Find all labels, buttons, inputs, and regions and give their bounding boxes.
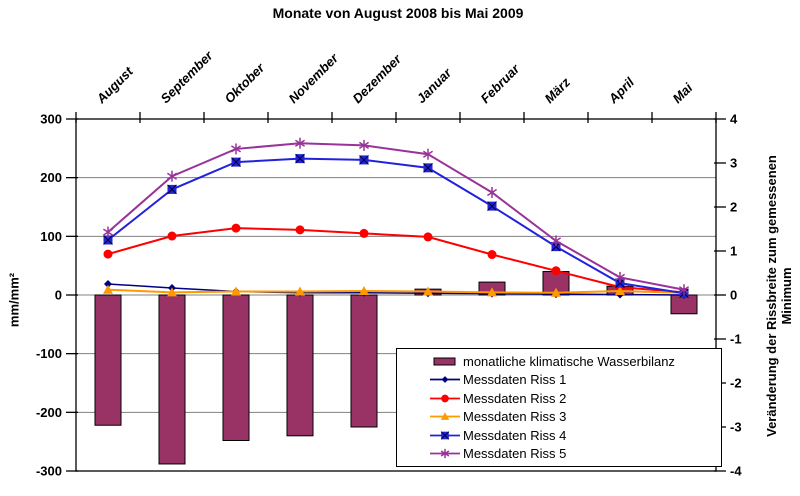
right-axis-tick-label: -3 [730,420,742,435]
series-line-riss-4 [107,157,685,295]
month-label: September [158,47,217,106]
asterisk-marker [358,139,370,151]
month-label: August [93,63,136,106]
circle-marker [103,249,113,259]
month-label: Dezember [350,51,405,106]
triangle-marker [295,286,305,296]
month-label: März [542,74,574,106]
triangle-marker [103,284,113,294]
legend-line-swatch-icon [430,449,460,459]
square-x-marker [423,162,433,173]
circle-marker [231,223,241,233]
legend-line-swatch-icon [430,376,460,384]
legend-item: Messdaten Riss 3 [427,409,719,424]
month-label: Mai [670,80,696,106]
right-axis-tick-label: -4 [730,464,742,479]
square-x-marker [487,201,497,211]
square-x-marker [440,431,450,440]
asterisk-marker [422,148,434,160]
month-label: Februar [478,61,523,106]
triangle-marker [487,287,497,297]
asterisk-marker [486,186,498,198]
legend-label: Messdaten Riss 1 [463,372,567,388]
legend-label: Messdaten Riss 3 [463,409,567,425]
series-line-riss-5 [107,142,685,291]
legend-item: Messdaten Riss 5 [427,446,719,461]
asterisk-marker [440,449,450,459]
triangle-marker [231,286,241,296]
month-label: Oktober [222,60,269,107]
left-axis-tick-label: 0 [55,288,62,303]
right-axis-tick-label: -1 [730,332,742,347]
legend-item: Messdaten Riss 2 [427,391,719,406]
square-x-marker [167,184,177,195]
month-label: April [605,74,638,107]
asterisk-marker [294,137,306,149]
legend-label: Messdaten Riss 2 [463,390,567,406]
right-axis-tick-label: 4 [730,112,738,127]
circle-marker [295,225,305,235]
legend-line-swatch-icon [430,412,460,421]
triangle-marker [167,287,177,297]
circle-marker [423,232,433,242]
legend-bar-swatch-icon [433,357,456,366]
left-axis-tick-label: 300 [40,112,62,127]
asterisk-marker [102,226,114,238]
legend-line-swatch-icon [430,431,460,440]
series-line-riss-1 [107,283,685,296]
wasserbilanz-bar [350,294,378,428]
series-line-riss-2 [107,227,685,294]
asterisk-marker [678,284,690,296]
wasserbilanz-bar [222,294,250,441]
month-label: November [286,50,342,106]
triangle-marker [440,412,450,421]
legend-item: Messdaten Riss 1 [427,372,719,387]
triangle-marker [423,286,433,296]
left-axis-tick-label: 200 [40,170,62,185]
circle-marker [441,394,449,403]
right-axis-tick-label: -2 [730,376,742,391]
legend-label: Messdaten Riss 4 [463,427,567,443]
legend-line-swatch-icon [430,394,460,403]
circle-marker [359,228,369,238]
chart-title: Monate von August 2008 bis Mai 2009 [272,5,524,21]
triangle-marker [615,286,625,296]
square-x-marker [359,155,369,165]
asterisk-marker [230,143,242,155]
legend-label: monatliche klimatische Wasserbilanz [463,353,675,369]
left-axis-tick-label: 100 [40,229,62,244]
circle-marker [551,266,561,276]
wasserbilanz-bar [158,294,186,465]
asterisk-marker [550,235,562,247]
square-x-marker [103,235,113,245]
diamond-marker [104,280,112,288]
square-x-marker [231,157,241,167]
wasserbilanz-bar [286,294,314,437]
series-line-riss-3 [107,288,685,294]
right-axis-tick-label: 3 [730,156,737,171]
asterisk-marker [614,271,626,283]
month-label: Januar [414,65,455,106]
triangle-marker [359,286,369,296]
legend-label: Messdaten Riss 5 [463,446,567,462]
right-axis-tick-label: 0 [730,288,737,303]
circle-marker [167,231,177,241]
left-axis-tick-label: -300 [36,464,62,479]
right-axis-tick-label: 1 [730,244,737,259]
legend-item: Messdaten Riss 4 [427,428,719,443]
left-axis-tick-label: -100 [36,346,62,361]
square-x-marker [295,153,305,164]
asterisk-marker [166,170,178,182]
triangle-marker [551,287,561,297]
wasserbilanz-bar [94,294,122,426]
circle-marker [487,250,497,260]
diamond-marker [441,376,449,384]
legend-item: monatliche klimatische Wasserbilanz [427,354,719,369]
right-axis-tick-label: 2 [730,200,737,215]
legend: monatliche klimatische Wasserbilanz Messd… [396,348,722,467]
left-axis-tick-label: -200 [36,405,62,420]
